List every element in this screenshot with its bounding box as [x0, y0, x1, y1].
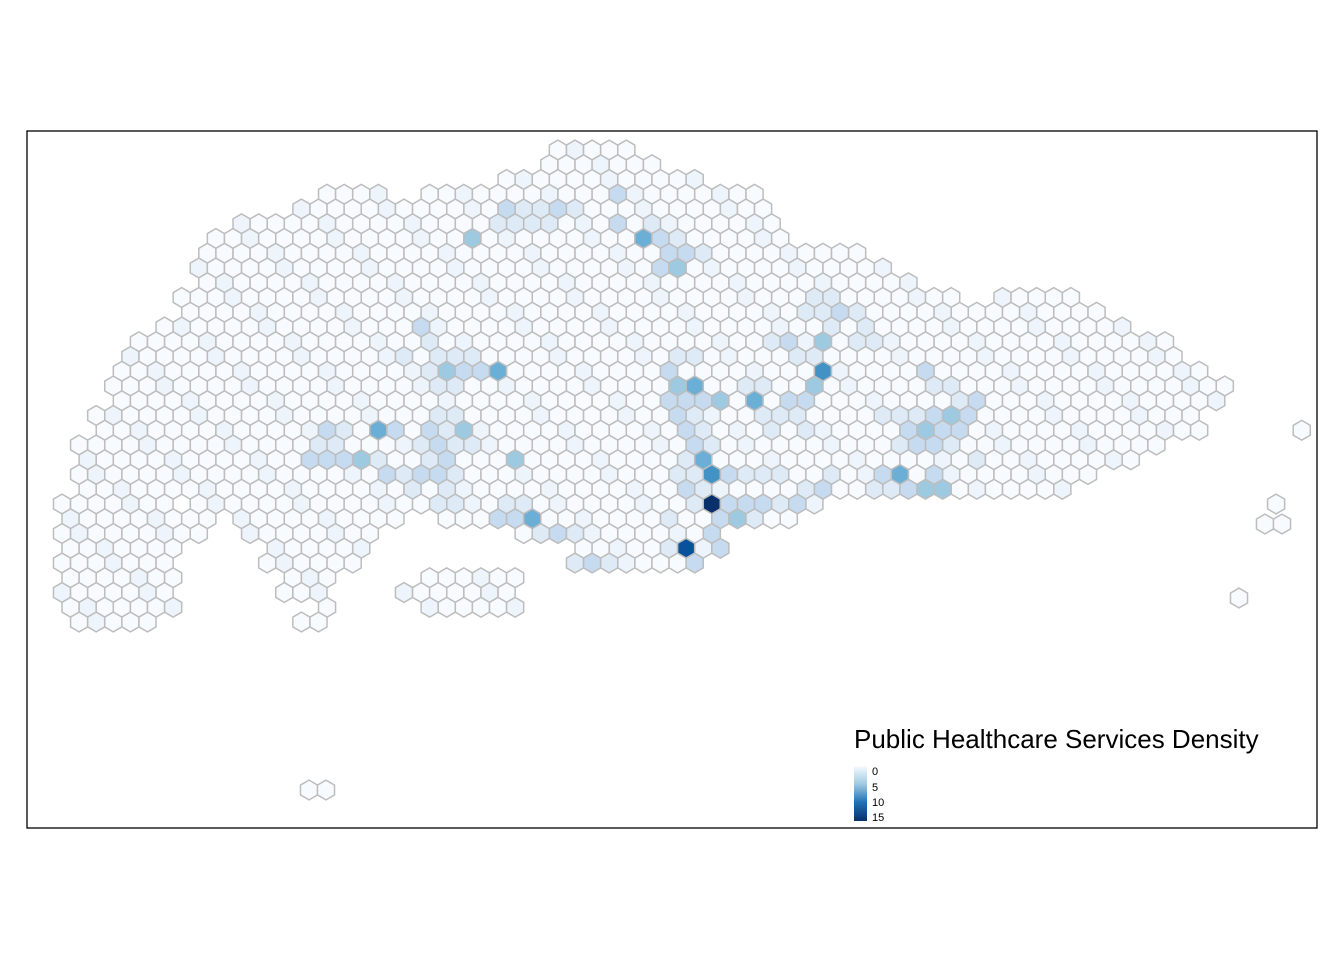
hex-cell: [420, 596, 439, 618]
hex-cell: [882, 478, 901, 500]
hex-cell: [984, 478, 1004, 500]
hex-cell: [599, 552, 619, 574]
hex-cell: [240, 522, 260, 545]
hex-cell: [86, 611, 106, 633]
hex-grid: [52, 139, 1312, 801]
hex-cell: [950, 478, 970, 500]
hex-cell: [1292, 419, 1312, 441]
hex-cell: [69, 611, 89, 633]
hex-cell: [967, 478, 987, 500]
hex-cell: [728, 508, 747, 530]
hex-cell: [916, 478, 935, 500]
hex-cell: [275, 581, 294, 604]
legend-tick-0: 0: [872, 766, 878, 778]
hex-cell: [104, 611, 123, 633]
hex-cell: [933, 478, 952, 500]
hex-cell: [189, 522, 209, 545]
hex-cell: [651, 552, 670, 574]
hex-cell: [1147, 434, 1166, 456]
hex-cell: [1266, 493, 1286, 515]
hex-cell: [668, 552, 687, 574]
hex-cell: [163, 596, 183, 618]
hex-cell: [1172, 419, 1192, 441]
hex-cell: [531, 522, 551, 545]
hex-cell: [762, 508, 781, 530]
hex-cell: [411, 493, 431, 515]
hex-cell-island: [316, 779, 336, 801]
hex-cell: [548, 522, 568, 545]
hex-cell: [386, 508, 405, 530]
hex-cell: [1035, 478, 1055, 500]
hex-cell: [685, 552, 704, 574]
hex-cell: [779, 508, 799, 530]
hex-cell: [343, 552, 362, 574]
hex-cell: [257, 552, 277, 574]
hex-cell: [1104, 449, 1123, 471]
hex-cell: [292, 581, 311, 604]
hex-cell: [711, 537, 730, 559]
legend-tick-10: 10: [872, 797, 884, 809]
hex-cell-island: [1229, 587, 1249, 609]
hex-cell: [745, 508, 764, 530]
map-frame-border: [26, 130, 1318, 829]
hex-cell: [805, 493, 824, 515]
hex-cell: [394, 581, 414, 604]
hex-cell: [582, 552, 602, 574]
hex-cell-island: [1272, 513, 1292, 535]
hex-cell: [899, 478, 918, 500]
hex-cell: [565, 552, 585, 574]
hex-cell: [1018, 478, 1038, 500]
hex-cell: [292, 611, 311, 633]
hex-cell: [1121, 449, 1141, 471]
hex-cell: [437, 508, 457, 530]
legend-title: Public Healthcare Services Density: [854, 724, 1259, 754]
hex-cell: [488, 508, 508, 530]
hex-cell: [1053, 478, 1072, 500]
hex-cell: [1078, 463, 1098, 486]
hex-cell: [138, 611, 157, 633]
hex-cell: [1206, 390, 1226, 412]
legend-color-bar: [854, 766, 867, 821]
legend-tick-5: 5: [872, 782, 878, 794]
hex-cell: [505, 596, 525, 618]
hex-cell: [471, 508, 491, 530]
legend: Public Healthcare Services Density 0 5 1…: [854, 724, 1259, 824]
legend-tick-15: 15: [872, 812, 884, 824]
hex-cell: [514, 522, 533, 545]
hex-cell: [1001, 478, 1021, 500]
hex-cell: [847, 478, 867, 500]
hex-cell: [634, 552, 653, 574]
hex-cell: [1189, 419, 1209, 441]
hex-cell: [437, 596, 457, 618]
hex-cell: [454, 508, 474, 530]
hex-cell: [617, 552, 636, 574]
hex-cell: [488, 596, 508, 618]
hex-cell-island: [1255, 513, 1275, 535]
hex-cell: [121, 611, 140, 633]
hex-cell: [864, 478, 884, 500]
hex-cell: [830, 478, 850, 500]
hex-cell: [309, 611, 328, 633]
hex-cell: [471, 596, 491, 618]
hex-cell-island: [299, 779, 319, 801]
hex-cell: [454, 596, 474, 618]
